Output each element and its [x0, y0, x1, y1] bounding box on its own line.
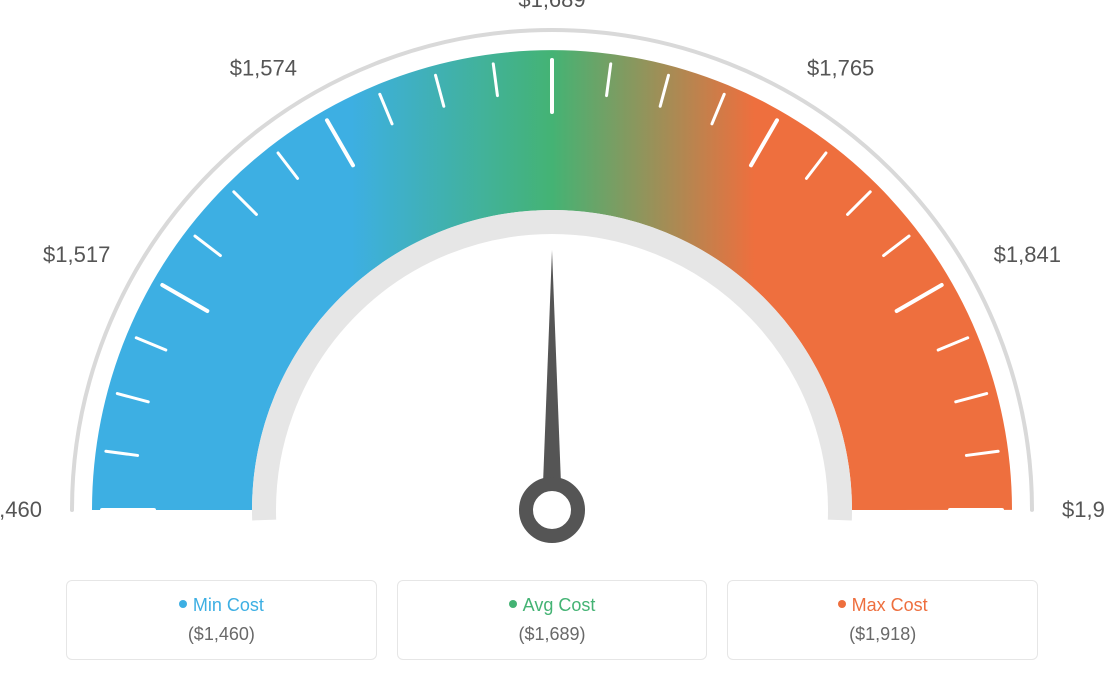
legend-max-label: Max Cost: [852, 595, 928, 615]
gauge-area: $1,460 $1,517 $1,574 $1,689 $1,765 $1,841 $1,9…: [0, 0, 1104, 560]
dot-icon: [509, 600, 517, 608]
legend-card-min: Min Cost ($1,460): [66, 580, 377, 660]
legend-min-value: ($1,460): [77, 624, 366, 645]
legend-row: Min Cost ($1,460) Avg Cost ($1,689) Max …: [66, 580, 1038, 660]
svg-text:$1,689: $1,689: [518, 0, 585, 12]
dot-icon: [838, 600, 846, 608]
legend-avg-title: Avg Cost: [408, 595, 697, 616]
svg-text:$1,517: $1,517: [43, 242, 110, 267]
legend-avg-label: Avg Cost: [523, 595, 596, 615]
legend-max-value: ($1,918): [738, 624, 1027, 645]
svg-text:$1,765: $1,765: [807, 55, 874, 80]
legend-max-title: Max Cost: [738, 595, 1027, 616]
svg-text:$1,841: $1,841: [994, 242, 1061, 267]
legend-card-avg: Avg Cost ($1,689): [397, 580, 708, 660]
legend-avg-value: ($1,689): [408, 624, 697, 645]
legend-min-label: Min Cost: [193, 595, 264, 615]
dot-icon: [179, 600, 187, 608]
legend-min-title: Min Cost: [77, 595, 366, 616]
svg-text:$1,574: $1,574: [230, 55, 297, 80]
legend-card-max: Max Cost ($1,918): [727, 580, 1038, 660]
cost-gauge-chart: $1,460 $1,517 $1,574 $1,689 $1,765 $1,841 $1,9…: [0, 0, 1104, 690]
gauge-svg: $1,460 $1,517 $1,574 $1,689 $1,765 $1,841 $1,9…: [0, 0, 1104, 560]
svg-text:$1,918: $1,918: [1062, 497, 1104, 522]
svg-text:$1,460: $1,460: [0, 497, 42, 522]
